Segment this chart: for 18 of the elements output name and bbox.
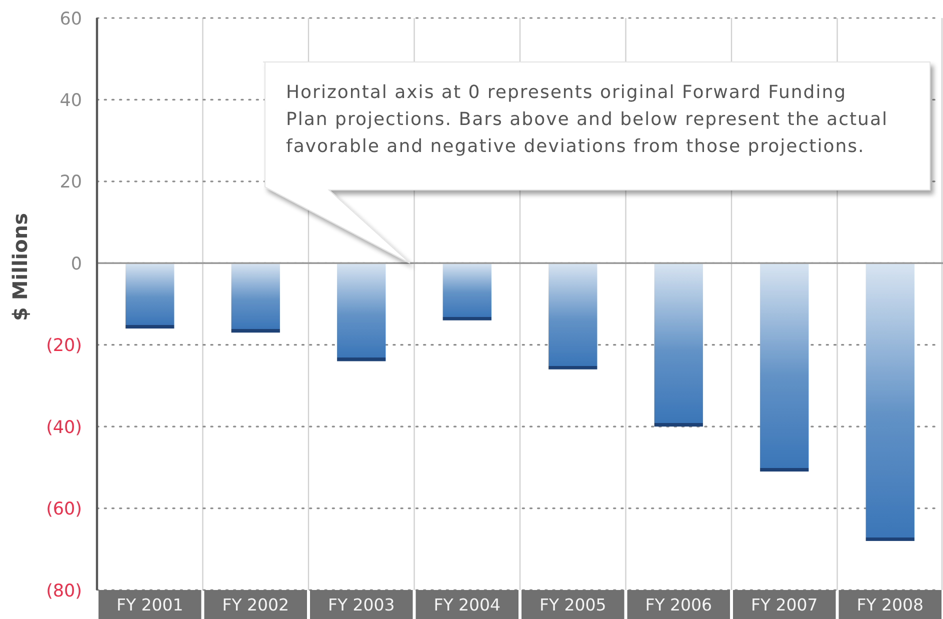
x-tick-label: FY 2007 xyxy=(750,595,818,614)
x-tick-label: FY 2008 xyxy=(856,595,924,614)
x-tick-label: FY 2005 xyxy=(539,595,606,614)
x-tick-label: FY 2004 xyxy=(434,595,501,614)
annotation: Horizontal axis at 0 represents original Forward Funding Plan projections. Bars above and below represent the actual favorable and negative deviations from those projections. xyxy=(286,82,888,157)
x-tick-label: FY 2003 xyxy=(328,595,395,614)
y-tick-label: 20 xyxy=(60,172,82,193)
y-tick-label: 0 xyxy=(70,254,82,274)
x-tick-label: FY 2002 xyxy=(222,595,290,614)
x-tick-label: FY 2006 xyxy=(645,595,712,614)
x-tick-label: FY 2001 xyxy=(116,595,184,614)
y-axis-title: $ Millions xyxy=(8,212,32,322)
y-tick-label: (40) xyxy=(46,418,82,438)
y-tick-label: (60) xyxy=(46,500,82,520)
y-tick-label: (20) xyxy=(46,336,82,356)
y-tick-label: 40 xyxy=(60,91,82,112)
y-tick-label: 60 xyxy=(60,9,82,30)
y-tick-label: (80) xyxy=(46,581,82,602)
